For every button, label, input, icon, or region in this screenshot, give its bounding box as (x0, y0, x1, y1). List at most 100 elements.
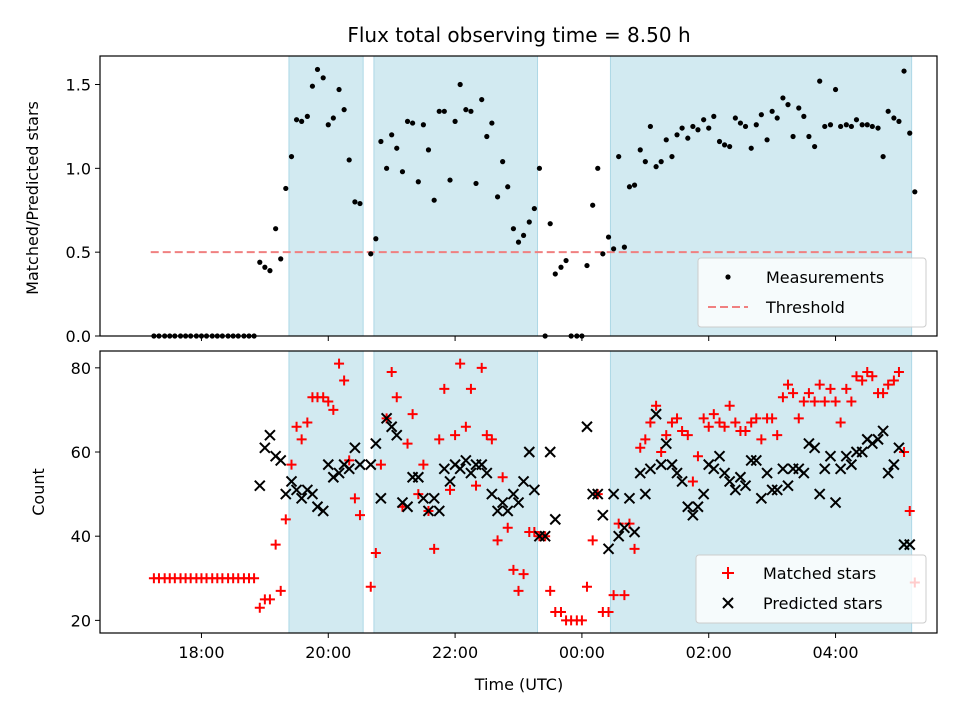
measurement-point (896, 118, 902, 124)
matched-star-point (862, 367, 873, 378)
measurement-point (410, 120, 416, 126)
measurement-point (341, 107, 347, 113)
legend-measurements-marker (725, 274, 731, 280)
predicted-star-point (655, 458, 667, 471)
bottom-legend-box (695, 554, 927, 624)
matched-star-point (661, 430, 672, 441)
predicted-star-point (845, 458, 858, 471)
predicted-star-point (290, 484, 303, 496)
matched-star-point (318, 392, 329, 403)
predicted-star-point (306, 488, 319, 500)
predicted-star-point (671, 467, 683, 479)
matched-star-point (629, 543, 640, 554)
matched-star-point (349, 493, 360, 504)
y-tick-label: 1.0 (66, 159, 91, 178)
legend-predicted-label: Predicted stars (763, 594, 883, 613)
predicted-star-point (618, 522, 631, 534)
matched-star-point (809, 396, 820, 407)
y-tick-label: 40 (71, 527, 91, 546)
measurement-point (631, 182, 638, 188)
measurement-point (885, 108, 891, 114)
matched-star-point (803, 388, 814, 399)
predicted-star-point (639, 488, 652, 500)
matched-star-point (904, 505, 915, 516)
measurement-point (653, 164, 659, 170)
predicted-star-point (676, 475, 688, 488)
measurement-point (901, 68, 907, 74)
predicted-star-point (877, 425, 889, 437)
matched-star-point (703, 421, 714, 432)
matched-star-point (893, 367, 904, 378)
legend-matched-label: Matched stars (763, 564, 876, 583)
predicted-star-point (761, 467, 773, 479)
matched-star-point (746, 417, 757, 428)
predicted-star-point (682, 501, 694, 513)
predicted-star-point (592, 488, 604, 500)
shaded-interval (373, 55, 539, 337)
matched-star-point (708, 409, 719, 420)
predicted-star-point (745, 454, 757, 467)
predicted-star-point (465, 467, 477, 479)
matched-star-point (429, 543, 440, 554)
predicted-star-point (628, 526, 641, 538)
matched-star-point (687, 476, 698, 487)
figure-title: Flux total observing time = 8.50 h (347, 23, 690, 47)
measurement-point (457, 81, 463, 88)
matched-star-point (450, 430, 461, 441)
measurement-point (352, 199, 358, 205)
matched-star-point (264, 594, 275, 605)
matched-star-point (841, 383, 852, 394)
measurement-point (611, 246, 617, 252)
predicted-star-point (365, 458, 377, 471)
predicted-star-point (723, 475, 736, 488)
matched-star-point (767, 413, 778, 424)
predicted-star-point (285, 475, 298, 488)
predicted-star-point (612, 530, 625, 542)
predicted-star-point (882, 467, 894, 479)
predicted-star-point (528, 484, 541, 496)
matched-star-point (756, 434, 767, 445)
legend-matched-marker (722, 567, 734, 579)
measurement-point (558, 264, 564, 270)
matched-star-point (793, 413, 804, 424)
matched-star-point (275, 585, 286, 596)
measurement-point (812, 143, 818, 150)
measurement-point (685, 135, 691, 141)
y-tick-label: 20 (71, 611, 91, 630)
measurement-point (515, 239, 522, 245)
predicted-star-point (666, 458, 678, 471)
matched-star-point (249, 573, 260, 584)
predicted-star-point (433, 505, 445, 517)
x-axis-label: Time (UTC) (474, 675, 563, 694)
predicted-star-point (586, 488, 599, 500)
matched-star-point (418, 459, 429, 470)
measurement-point (447, 177, 453, 183)
top-x-ticks (200, 336, 837, 341)
matched-star-point (888, 375, 899, 386)
matched-stars-points (148, 358, 920, 626)
predicted-star-point (259, 442, 271, 454)
predicted-star-point (660, 437, 672, 450)
matched-star-point (772, 430, 783, 441)
measurement-point (563, 257, 569, 264)
predicted-star-point (713, 450, 726, 462)
predicted-star-point (803, 437, 815, 450)
matched-star-point (445, 484, 456, 495)
measurement-point (785, 102, 791, 108)
x-tick-label: 20:00 (305, 643, 351, 662)
matched-star-point (439, 383, 450, 394)
measurement-point (404, 118, 411, 124)
measurement-point (732, 115, 738, 121)
matched-star-point (370, 548, 381, 559)
bottom-y-ticks: 20 40 60 80 (71, 359, 100, 630)
predicted-star-point (829, 496, 842, 509)
matched-star-point (334, 358, 345, 369)
measurement-point (764, 137, 770, 143)
measurement-point (479, 96, 485, 103)
measurement-point (368, 251, 374, 257)
bottom-y-axis-label: Count (29, 468, 48, 516)
measurement-point (891, 115, 897, 121)
predicted-star-point (322, 458, 334, 471)
matched-star-point (777, 392, 788, 403)
matched-star-point (354, 510, 365, 521)
